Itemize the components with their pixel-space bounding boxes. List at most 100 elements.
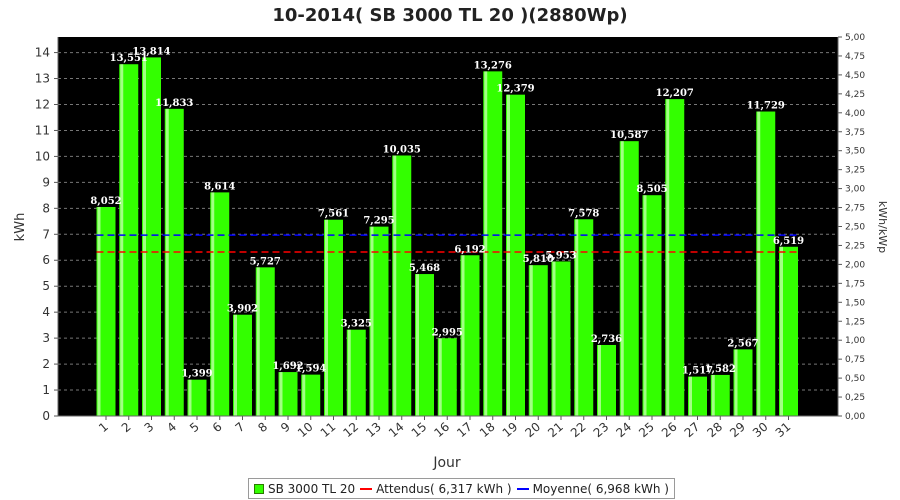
y-axis-label: kWh: [13, 213, 28, 242]
y2-tick-label: 4,75: [845, 52, 865, 62]
y2-tick-label: 2,75: [845, 204, 865, 214]
x-axis-label: Jour: [432, 455, 461, 471]
y2-tick-label: 4,25: [845, 90, 865, 100]
data-label: 10,035: [383, 145, 421, 156]
bar-highlight: [529, 265, 533, 416]
bar-highlight: [575, 219, 579, 416]
y-tick-label: 6: [42, 253, 50, 267]
data-label: 1,582: [705, 364, 736, 375]
y-tick-label: 1: [42, 383, 50, 397]
y-tick-label: 12: [35, 97, 50, 111]
data-label: 6,192: [454, 244, 485, 255]
y2-tick-label: 3,25: [845, 166, 865, 176]
x-tick-label: 14: [386, 420, 407, 441]
data-label: 11,833: [155, 98, 193, 109]
data-label: 5,953: [545, 250, 576, 261]
data-label: 5,810: [523, 254, 554, 265]
bar: [779, 246, 798, 416]
legend-label-bars: SB 3000 TL 20: [268, 481, 356, 496]
bar-highlight: [143, 57, 146, 417]
data-label: 11,729: [747, 101, 785, 112]
legend-label-attendus: Attendus( 6,317 kWh ): [376, 481, 512, 496]
bar-highlight: [507, 94, 510, 416]
x-tick-label: 22: [568, 420, 589, 441]
data-label: 7,295: [363, 216, 394, 227]
bar: [96, 206, 116, 416]
data-label: 3,902: [227, 304, 258, 315]
data-label: 10,587: [610, 130, 648, 141]
data-label: 12,207: [656, 88, 694, 99]
bar-highlight: [620, 141, 624, 416]
x-tick-label: 30: [750, 420, 771, 441]
y2-tick-label: 3,00: [845, 185, 865, 195]
bar-highlight: [552, 261, 556, 416]
y-tick-label: 10: [35, 149, 50, 163]
data-label: 8,505: [636, 184, 667, 195]
bar: [210, 192, 230, 416]
y-tick-label: 0: [42, 409, 50, 423]
x-tick-label: 20: [522, 420, 543, 441]
bar: [551, 261, 571, 416]
data-label: 2,567: [727, 338, 758, 349]
y-tick-label: 5: [42, 279, 50, 293]
y2-tick-label: 5,00: [845, 33, 865, 43]
bar: [233, 314, 252, 416]
x-tick-label: 10: [295, 420, 316, 441]
y2-tick-label: 2,50: [845, 223, 865, 233]
y2-tick-label: 2,25: [845, 241, 865, 251]
bar-highlight: [461, 255, 465, 416]
y2-tick-label: 4,00: [845, 109, 865, 119]
y2-tick-label: 1,25: [845, 317, 865, 327]
bar-highlight: [120, 64, 124, 416]
y-tick-label: 9: [42, 175, 50, 189]
legend-swatch-attendus: [360, 487, 373, 490]
bar: [142, 57, 161, 417]
y2-tick-label: 0,50: [845, 374, 865, 384]
x-tick-label: 21: [545, 420, 566, 441]
bar-highlight: [347, 329, 351, 416]
data-label: 2,736: [591, 334, 622, 345]
bar-highlight: [438, 338, 442, 416]
y2-axis-label: kWh/kWp: [876, 201, 889, 253]
y-tick-label: 8: [42, 201, 50, 215]
data-label: 1,517: [682, 366, 713, 377]
bar: [369, 226, 389, 416]
bar-highlight: [279, 372, 283, 416]
y-tick-label: 3: [42, 331, 50, 345]
y2-tick-label: 1,75: [845, 279, 865, 289]
x-tick-label: 23: [591, 420, 612, 441]
legend-item-bars: SB 3000 TL 20: [254, 482, 355, 496]
x-tick-label: 29: [727, 420, 748, 441]
bar: [733, 349, 753, 416]
bar-highlight: [416, 274, 419, 416]
x-tick-label: 13: [363, 420, 384, 441]
bar: [710, 374, 730, 416]
bar: [278, 372, 298, 416]
y2-tick-label: 3,75: [845, 128, 865, 138]
bar-highlight: [211, 192, 215, 416]
data-label: 7,561: [318, 209, 349, 220]
bar: [346, 329, 366, 416]
x-tick-label: 25: [636, 420, 657, 441]
bar: [506, 94, 525, 416]
legend-item-attendus: Attendus( 6,317 kWh ): [360, 481, 512, 496]
x-tick-label: 7: [233, 420, 248, 436]
data-label: 5,468: [409, 263, 440, 274]
bar: [415, 274, 434, 416]
x-tick-label: 24: [613, 420, 634, 441]
bar-highlight: [780, 246, 783, 416]
bar-highlight: [711, 374, 715, 416]
bar: [187, 379, 207, 416]
legend-label-moyenne: Moyenne( 6,968 kWh ): [532, 481, 669, 496]
y-tick-label: 7: [42, 227, 50, 241]
y-tick-label: 14: [35, 46, 50, 60]
x-tick-label: 18: [477, 420, 498, 441]
data-label: 7,578: [568, 208, 599, 219]
bar-highlight: [165, 108, 169, 417]
legend: SB 3000 TL 20 Attendus( 6,317 kWh ) Moye…: [248, 478, 675, 499]
bar-highlight: [188, 379, 192, 416]
bar-highlight: [325, 219, 328, 416]
x-tick-label: 6: [210, 420, 225, 436]
bar: [460, 255, 480, 416]
